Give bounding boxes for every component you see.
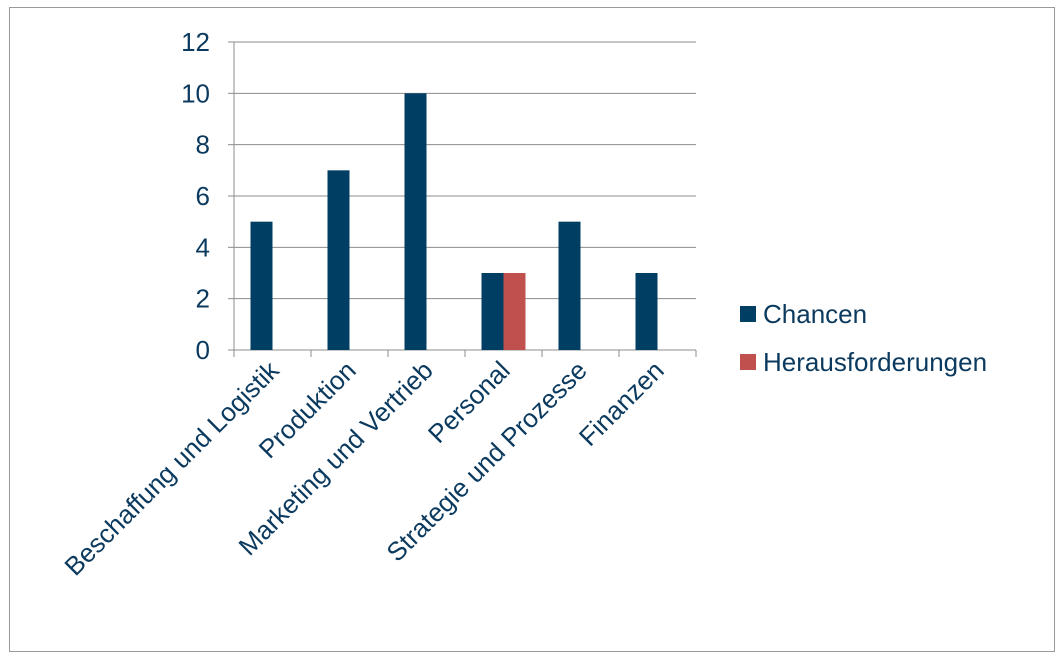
gridlines: [234, 41, 696, 300]
bars: [250, 93, 658, 350]
bar-chancen-0: [250, 221, 273, 350]
legend: Chancen Herausforderungen: [740, 299, 987, 377]
bar-chancen-5: [635, 273, 658, 350]
y-tick-label: 4: [196, 232, 210, 262]
y-tick-label: 6: [196, 181, 210, 211]
y-tick-label: 2: [196, 284, 210, 314]
axes: [228, 41, 697, 357]
chart-frame: [9, 7, 1055, 652]
bar-chancen-3: [481, 273, 504, 350]
legend-label-chancen: Chancen: [763, 299, 867, 329]
y-tick-label: 12: [181, 27, 210, 57]
y-tick-label: 10: [181, 78, 210, 108]
x-axis-labels: Beschaffung und LogistikProduktionMarket…: [58, 354, 669, 581]
legend-swatch-herausforderungen: [740, 354, 756, 370]
legend-label-herausforderungen: Herausforderungen: [763, 347, 987, 377]
bar-herausforderungen-3: [503, 273, 526, 350]
bar-chancen-2: [404, 93, 427, 350]
bar-chancen-1: [327, 170, 350, 350]
y-tick-label: 0: [196, 335, 210, 365]
y-axis-ticks: 0 2 4 6 8 10 12: [181, 27, 210, 365]
y-tick-label: 8: [196, 130, 210, 160]
bar-chancen-4: [558, 221, 581, 350]
legend-swatch-chancen: [740, 306, 756, 322]
x-category-label: Finanzen: [573, 355, 670, 452]
